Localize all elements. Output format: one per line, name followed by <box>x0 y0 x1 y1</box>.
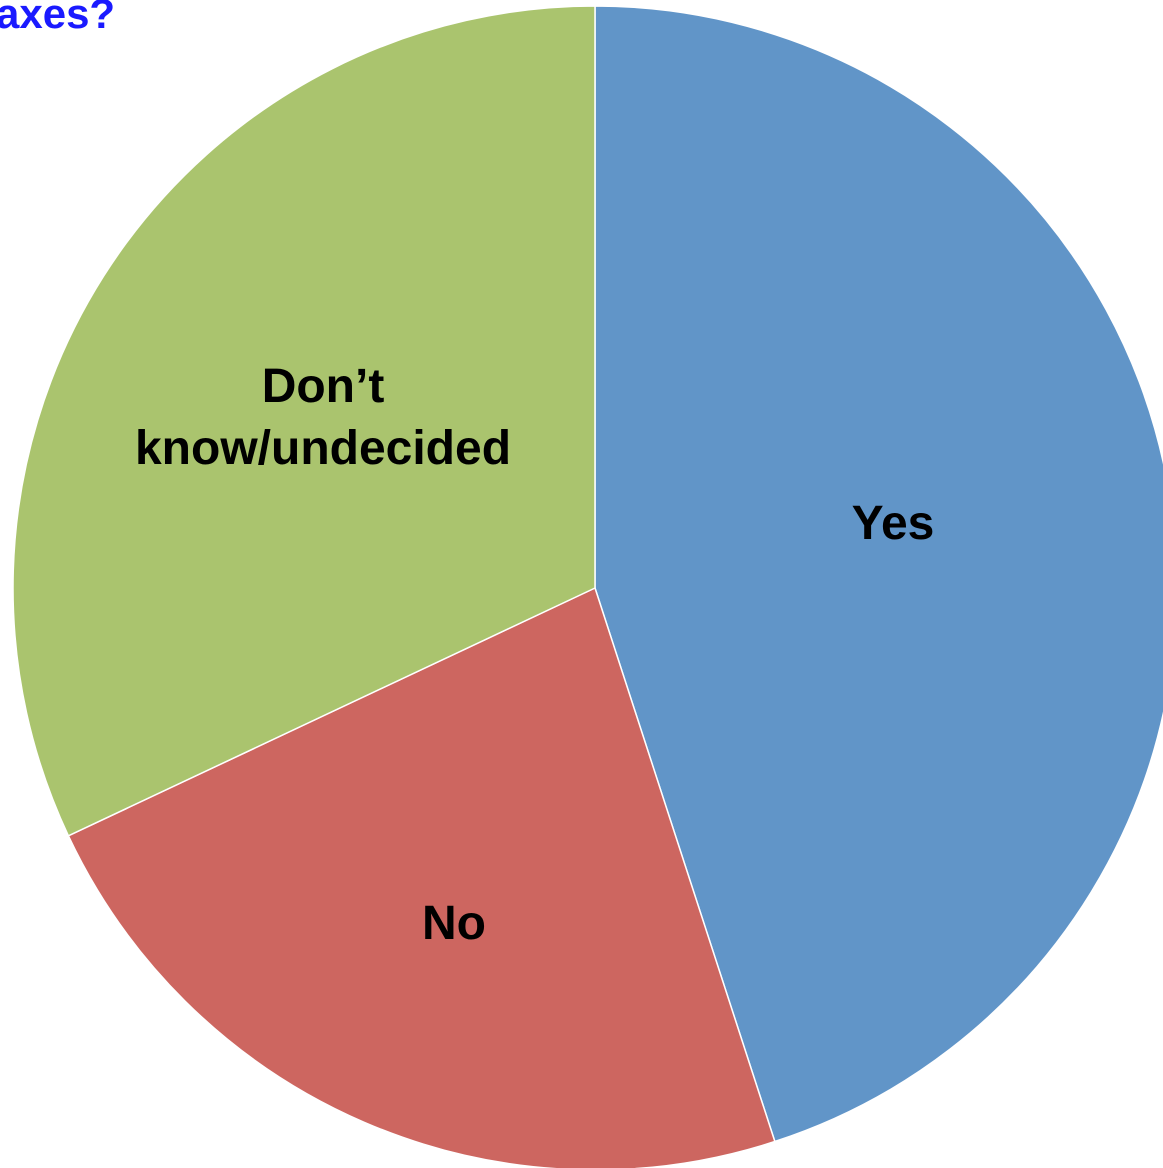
chart-title: axes? <box>0 0 116 37</box>
pie-labels: Yes No Don’t know/undecided <box>135 360 934 950</box>
pie-slice-don-t-know-undecided <box>12 5 596 837</box>
slice-label: No <box>422 897 486 950</box>
pie-slice-yes <box>594 5 1163 1143</box>
slice-label: Don’t know/undecided <box>135 360 511 475</box>
pie-slice-no <box>67 586 776 1168</box>
pie-slices <box>12 5 1163 1168</box>
slice-label: Yes <box>852 497 935 550</box>
